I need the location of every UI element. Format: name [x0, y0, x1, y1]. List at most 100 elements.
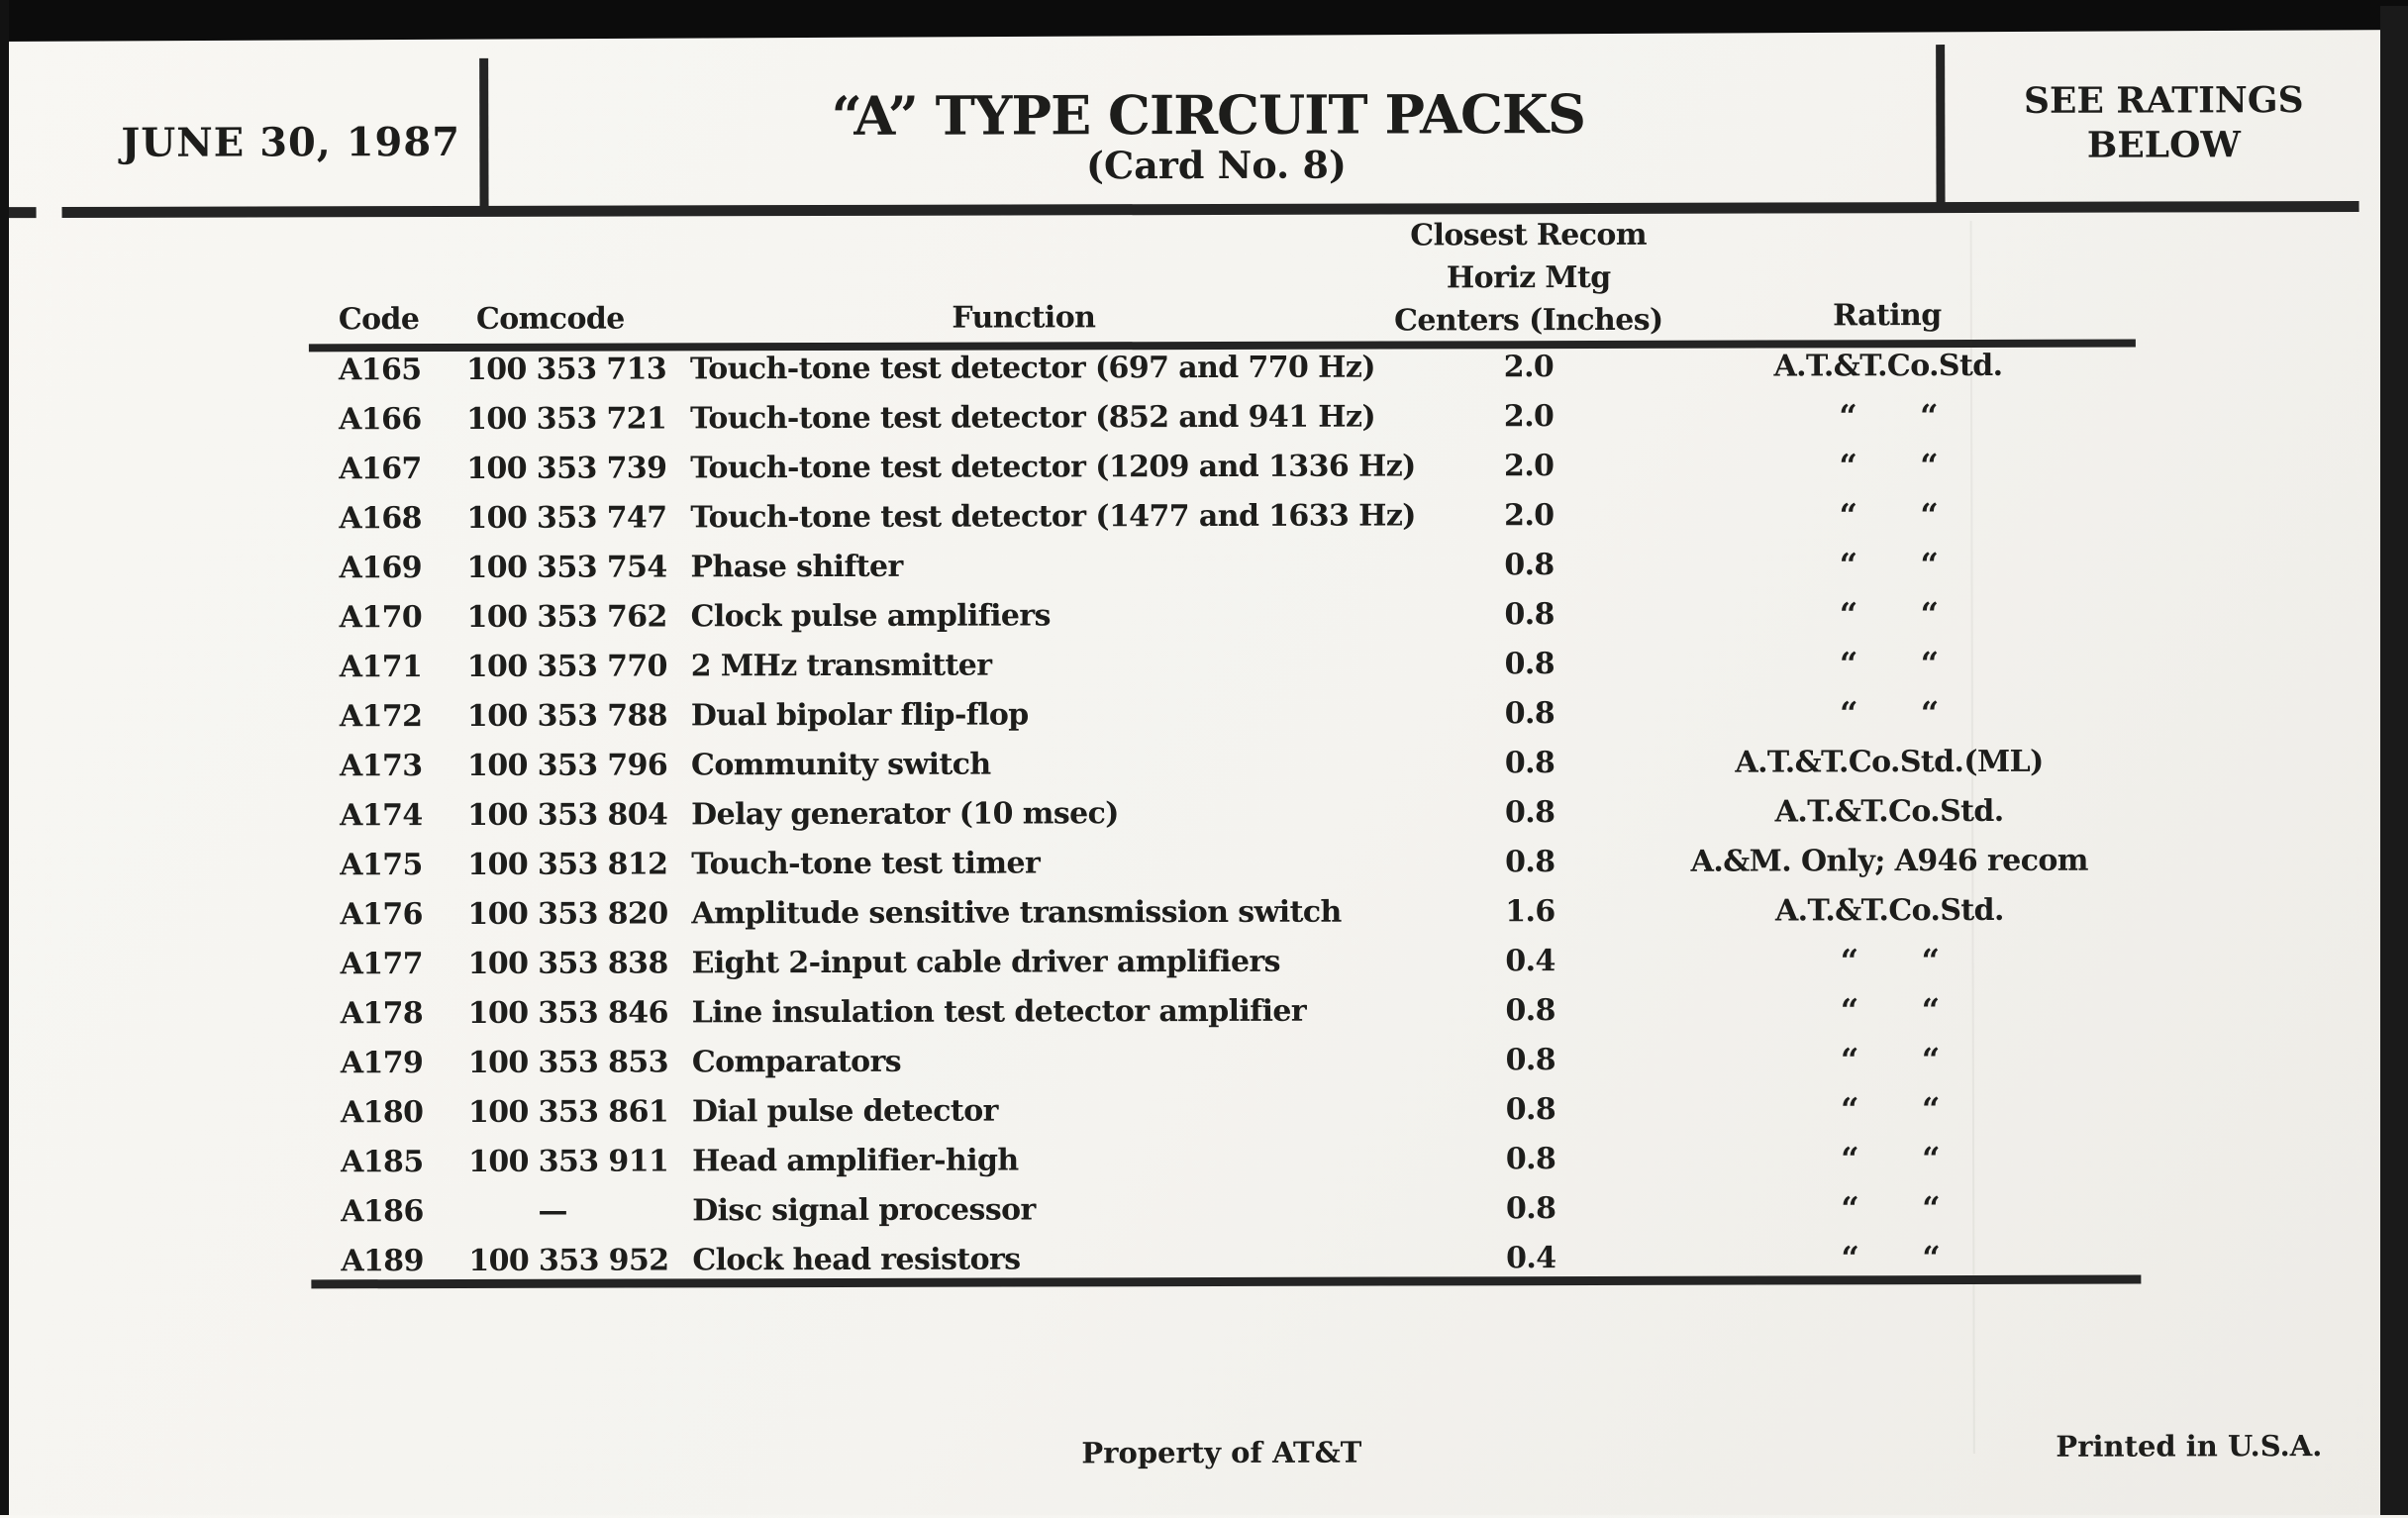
row-comcode: 100 353 846: [467, 995, 668, 1031]
row-rating: A.T.&T.Co.Std.: [1773, 348, 2003, 384]
row-comcode: 100 353 721: [466, 401, 667, 437]
ditto-mark: “: [1839, 447, 1857, 485]
row-code: A172: [339, 699, 423, 735]
row-comcode: 100 353 754: [466, 550, 667, 585]
row-comcode: 100 353 804: [467, 797, 668, 833]
row-rating-ditto: ““: [1593, 1034, 2187, 1085]
row-comcode: 100 353 861: [467, 1094, 669, 1130]
row-comcode: 100 353 838: [467, 946, 668, 981]
ditto-mark: “: [1920, 496, 1939, 535]
row-code: A175: [340, 848, 423, 883]
row-rating: A.T.&T.Co.Std.(ML): [1735, 744, 2044, 780]
row-function: Dial pulse detector: [691, 1093, 998, 1130]
table-row: A173 100 353 796 Community switch 0.8 A.T.&T…: [0, 737, 2408, 792]
table-row: A175 100 353 812 Touch-tone test timer 0.8 A…: [0, 836, 2408, 891]
row-comcode: —: [538, 1193, 567, 1229]
ditto-mark: “: [1921, 942, 1940, 980]
row-function: Touch-tone test detector (697 and 770 Hz…: [689, 350, 1375, 387]
ditto-mark: “: [1839, 496, 1857, 535]
table-row: A168 100 353 747 Touch-tone test detector …: [0, 489, 2407, 545]
ditto-mark: “: [1840, 694, 1857, 733]
row-function: Disc signal processor: [692, 1192, 1036, 1229]
table-row: A172 100 353 788 Dual bipolar flip-flop 0.8…: [0, 687, 2408, 743]
row-code: A171: [339, 650, 423, 685]
row-code: A165: [338, 353, 422, 388]
footer-property: Property of AT&T: [1081, 1435, 1362, 1470]
row-comcode: 100 353 820: [467, 896, 668, 932]
table-row: A179 100 353 853 Comparators 0.8 ““: [1, 1034, 2408, 1089]
row-comcode: 100 353 796: [466, 748, 668, 783]
ditto-mark: “: [1839, 595, 1857, 634]
row-function: Community switch: [690, 747, 991, 783]
row-code: A169: [339, 551, 423, 586]
row-function: Phase shifter: [690, 549, 903, 585]
row-comcode: 100 353 770: [466, 649, 667, 684]
row-rating-ditto: ““: [1591, 489, 2185, 541]
row-rating: A.T.&T.Co.Std.: [1774, 793, 2004, 830]
row-code: A185: [341, 1145, 424, 1180]
row-rating-ditto: ““: [1593, 1083, 2187, 1135]
table-row: A177 100 353 838 Eight 2-input cable drive…: [0, 935, 2408, 990]
row-code: A177: [340, 947, 424, 982]
table-row: A167 100 353 739 Touch-tone test detector …: [0, 440, 2407, 495]
ditto-mark: “: [1920, 546, 1939, 584]
ditto-mark: “: [1840, 1041, 1858, 1079]
ditto-mark: “: [1921, 1090, 1940, 1129]
row-function: Eight 2-input cable driver amplifiers: [691, 944, 1280, 981]
row-code: A170: [339, 600, 423, 636]
row-comcode: 100 353 762: [466, 599, 667, 635]
row-code: A166: [339, 402, 422, 438]
ditto-mark: “: [1840, 942, 1858, 980]
ditto-mark: “: [1920, 447, 1939, 485]
row-comcode: 100 353 853: [467, 1045, 669, 1080]
row-comcode: 100 353 812: [467, 847, 668, 882]
ditto-mark: “: [1840, 991, 1858, 1030]
row-code: A186: [341, 1194, 424, 1230]
scan-edge-right: [2380, 6, 2408, 1515]
row-rating-ditto: ““: [1592, 935, 2186, 986]
row-rating: A.T.&T.Co.Std.: [1774, 892, 2004, 929]
row-code: A176: [340, 897, 423, 933]
ditto-mark: “: [1920, 397, 1938, 436]
row-rating-ditto: ““: [1593, 1182, 2187, 1234]
row-comcode: 100 353 911: [468, 1144, 669, 1179]
ditto-mark: “: [1922, 1140, 1940, 1178]
ditto-mark: “: [1841, 1189, 1859, 1228]
table-row: A174 100 353 804 Delay generator (10 msec)…: [0, 786, 2408, 842]
row-comcode: 100 353 739: [466, 451, 667, 486]
ditto-mark: “: [1920, 595, 1939, 634]
row-function: Comparators: [691, 1044, 902, 1080]
row-function: Line insulation test detector amplifier: [691, 993, 1307, 1031]
ditto-mark: “: [1841, 1090, 1858, 1129]
row-rating-ditto: ““: [1591, 440, 2185, 491]
row-comcode: 100 353 747: [466, 500, 667, 536]
table-row: A180 100 353 861 Dial pulse detector 0.8 ““: [1, 1083, 2408, 1139]
row-function: Delay generator (10 msec): [691, 796, 1119, 833]
table-row: A165 100 353 713 Touch-tone test detector …: [0, 341, 2407, 396]
scan-edge-left: [0, 0, 9, 1515]
row-rating-ditto: ““: [1593, 1133, 2187, 1184]
row-rating-ditto: ““: [1592, 638, 2186, 689]
row-function: Touch-tone test detector (1209 and 1336 …: [690, 449, 1416, 486]
row-function: Clock pulse amplifiers: [690, 598, 1051, 635]
row-code: A168: [339, 501, 422, 537]
row-code: A178: [340, 996, 424, 1032]
row-rating-ditto: ““: [1592, 687, 2186, 739]
row-function: Amplitude sensitive transmission switch: [691, 894, 1342, 932]
ditto-mark: “: [1920, 645, 1939, 683]
ditto-mark: “: [1839, 546, 1857, 584]
row-rating-ditto: ““: [1591, 539, 2185, 590]
ditto-mark: “: [1920, 694, 1939, 733]
row-comcode: 100 353 713: [465, 352, 667, 387]
row-comcode: 100 353 788: [466, 698, 668, 734]
row-code: A167: [339, 452, 422, 487]
row-rating: A.&M. Only; A946 recom: [1690, 843, 2088, 879]
row-rating-ditto: ““: [1592, 588, 2186, 640]
ditto-mark: “: [1922, 1189, 1941, 1228]
table-row: A185 100 353 911 Head amplifier-high 0.8 ““: [1, 1133, 2408, 1188]
table-row: A186— Disc signal processor 0.8 ““: [1, 1182, 2408, 1238]
ditto-mark: “: [1841, 1140, 1859, 1178]
table-row: A171 100 353 770 2 MHz transmitter 0.8 ““: [0, 638, 2408, 693]
table-row: A176 100 353 820 Amplitude sensitive trans…: [0, 885, 2408, 941]
